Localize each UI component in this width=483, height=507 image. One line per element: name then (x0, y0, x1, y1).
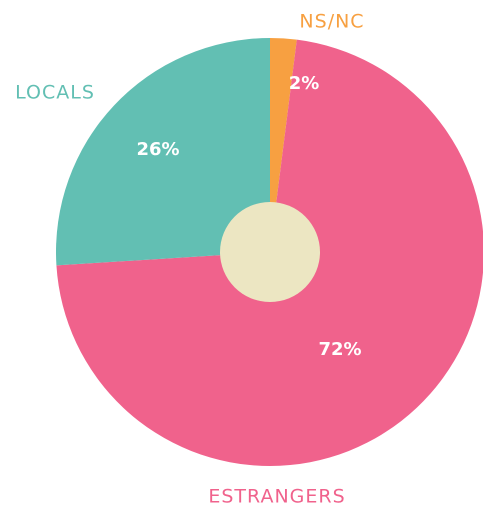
category-label: ESTRANGERS (208, 486, 345, 507)
pie-slice (56, 38, 270, 266)
value-label: 26% (136, 139, 179, 160)
pie-slice (270, 38, 297, 252)
value-label: 72% (318, 339, 361, 360)
center-hole (220, 202, 320, 302)
value-label: 2% (289, 73, 320, 94)
category-label: NS/NC (299, 11, 364, 33)
category-label: LOCALS (15, 82, 95, 104)
